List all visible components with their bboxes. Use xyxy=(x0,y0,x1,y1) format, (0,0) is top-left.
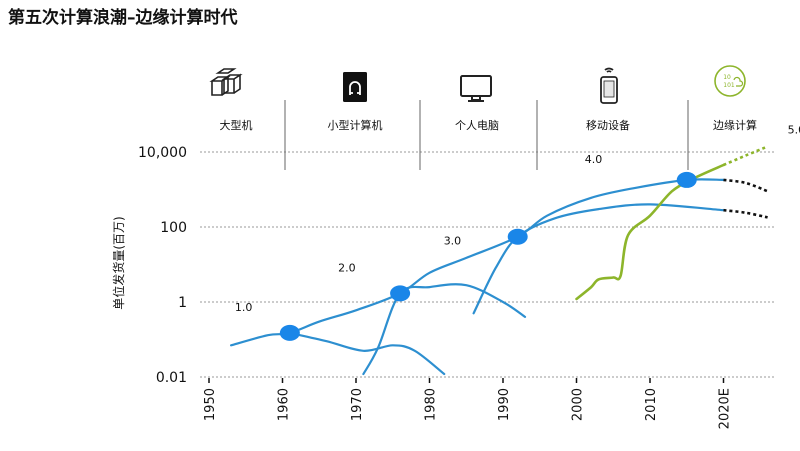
mobile-phone-icon xyxy=(600,67,618,104)
y-tick-label: 100 xyxy=(160,220,187,236)
minicomputer-icon xyxy=(343,72,367,102)
y-tick-label: 1 xyxy=(178,295,187,311)
milestone-label: 5.0 xyxy=(788,124,800,137)
page-title: 第五次计算浪潮–边缘计算时代 xyxy=(8,8,238,28)
era-dividers xyxy=(284,100,689,170)
x-tick-label: 1990 xyxy=(497,388,512,421)
x-tick-label: 2010 xyxy=(644,388,659,421)
series-edge-projection xyxy=(722,145,769,167)
series-minicomputer-curve xyxy=(362,283,527,376)
monitor-icon xyxy=(460,75,492,102)
era-label-mainframe: 大型机 xyxy=(220,118,253,132)
x-tick-label: 1980 xyxy=(424,388,439,421)
x-tick-label: 2000 xyxy=(571,388,586,421)
era-label-minicomputer: 小型计算机 xyxy=(328,118,383,132)
x-tick-label: 2020E xyxy=(718,388,733,429)
mainframe-icon xyxy=(209,68,243,96)
era-labels: 大型机 小型计算机 个人电脑 移动设备 边缘计算 xyxy=(220,118,758,132)
y-axis-label: 单位发货量(百万) xyxy=(111,216,126,309)
y-tick-label: 10,000 xyxy=(138,145,187,161)
edge-cloud-icon: 10 101 xyxy=(714,65,746,97)
milestone-label: 2.0 xyxy=(338,261,356,274)
x-axis-ticks: 1950 1960 1970 1980 1990 2000 2010 2020E xyxy=(203,378,733,429)
series-mobile-projection xyxy=(723,178,769,193)
era-label-edge-cloud: 边缘计算 xyxy=(713,118,757,132)
x-tick-label: 1950 xyxy=(203,388,218,421)
milestone-labels: 1.0 2.0 3.0 4.0 5.0 xyxy=(235,124,800,314)
milestone-dot-3.0 xyxy=(507,228,528,245)
series-mainframe-tail xyxy=(288,331,446,376)
milestone-dot-1.0 xyxy=(279,324,300,341)
era-label-mobile-phone: 移动设备 xyxy=(586,118,630,132)
x-tick-label: 1970 xyxy=(350,388,365,421)
series-pc-curve xyxy=(472,203,725,315)
svg-text:101: 101 xyxy=(723,82,735,89)
series-pc-projection xyxy=(723,208,768,219)
milestone-dots xyxy=(279,171,697,341)
milestone-dot-2.0 xyxy=(390,285,411,302)
milestone-label: 1.0 xyxy=(235,301,253,314)
milestone-dot-4.0 xyxy=(676,171,697,188)
milestone-label: 4.0 xyxy=(585,153,603,166)
y-axis-ticks: 0.01 1 100 10,000 xyxy=(138,145,187,386)
milestone-label: 3.0 xyxy=(444,235,462,248)
y-tick-label: 0.01 xyxy=(156,370,187,386)
era-label-monitor: 个人电脑 xyxy=(455,119,499,132)
svg-text:10: 10 xyxy=(723,74,731,81)
x-tick-label: 1960 xyxy=(277,388,292,421)
